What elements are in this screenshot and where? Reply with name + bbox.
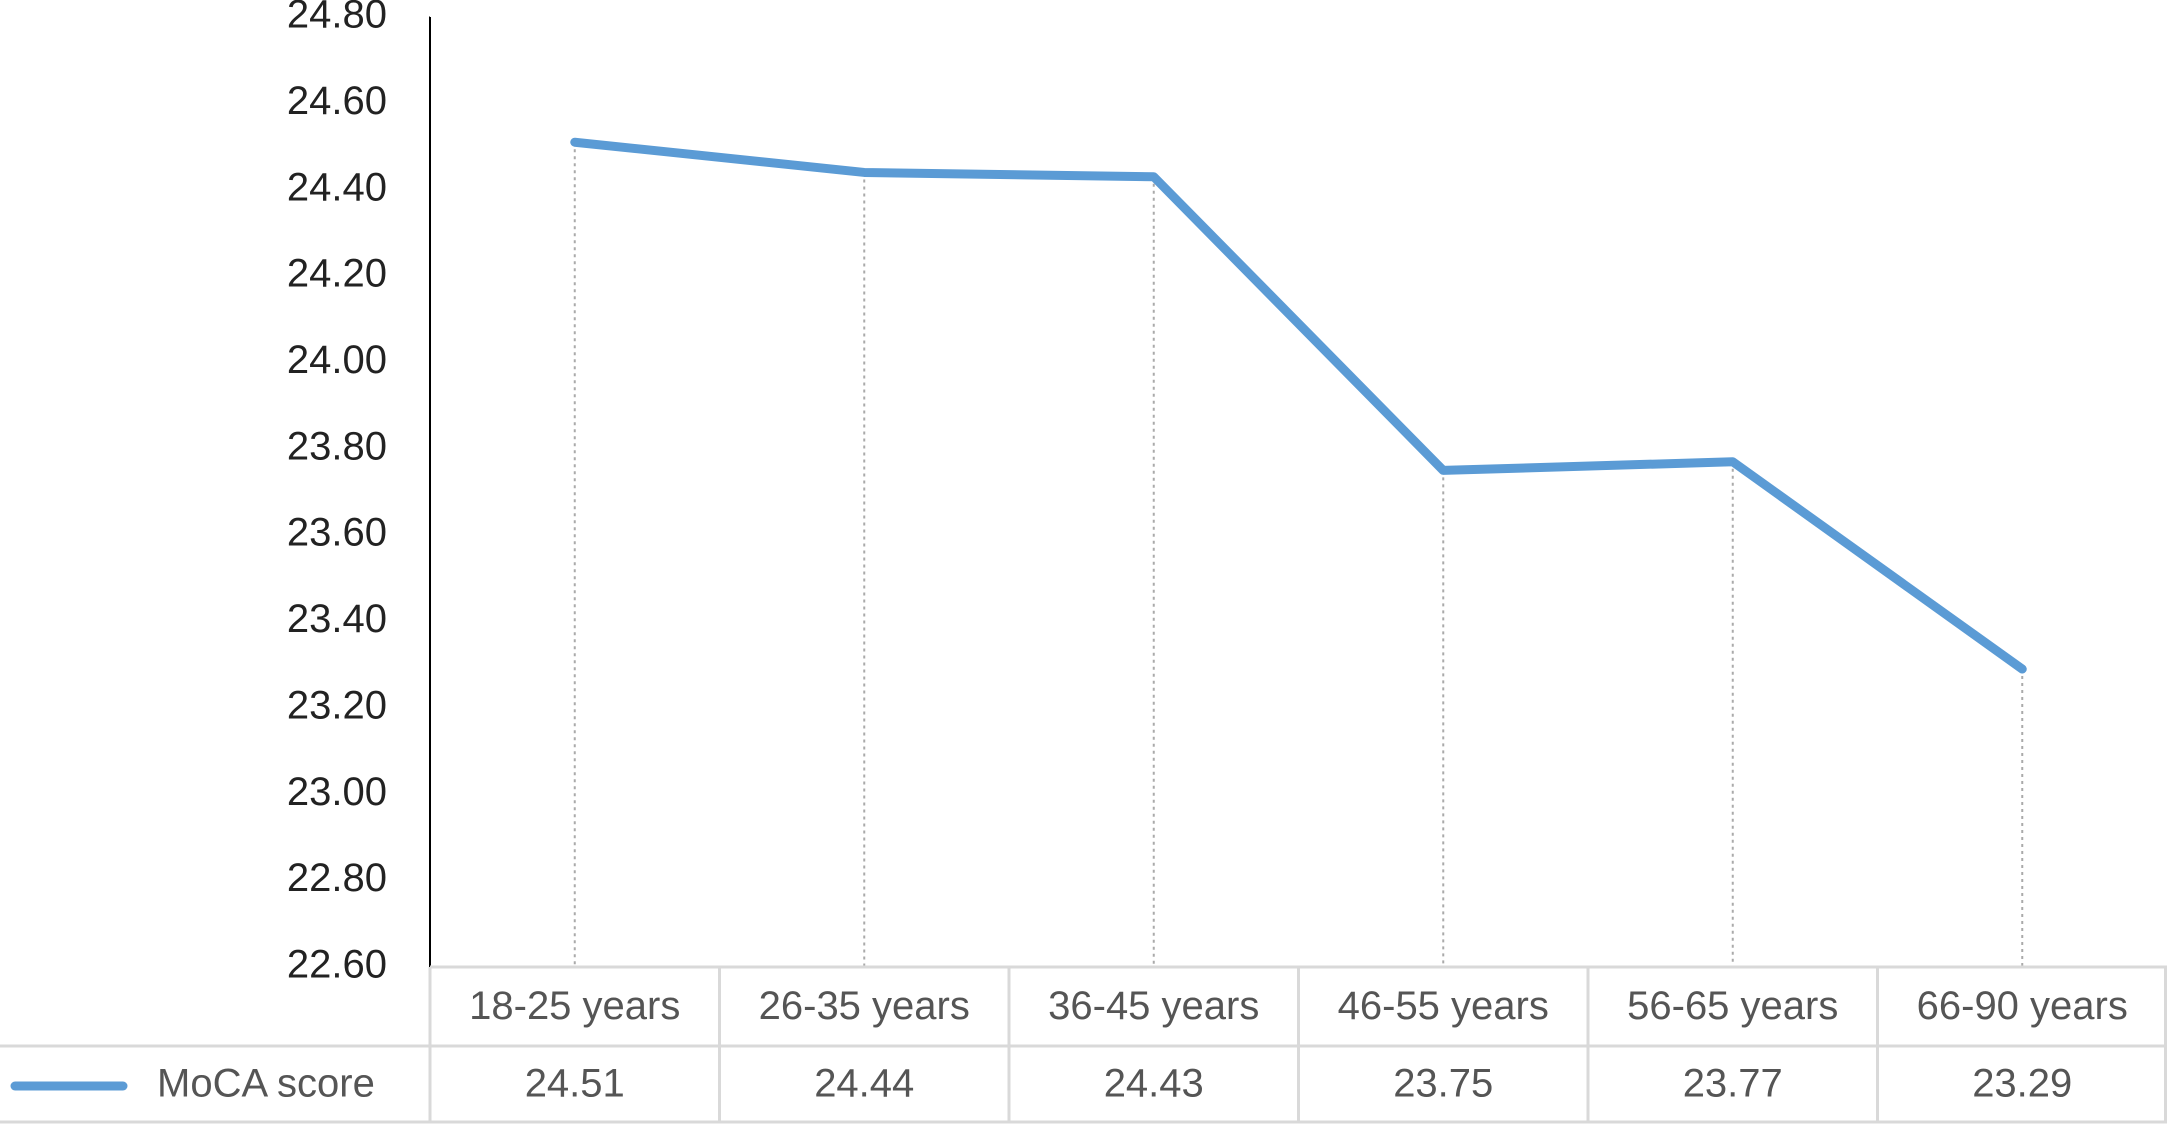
y-tick-label: 23.20 xyxy=(287,683,387,727)
x-tick-label: 26-35 years xyxy=(759,984,970,1028)
y-tick-label: 24.40 xyxy=(287,165,387,209)
table-value: 23.75 xyxy=(1393,1062,1493,1106)
legend-label: MoCA score xyxy=(157,1062,375,1106)
y-tick-label: 24.60 xyxy=(287,79,387,123)
table-value: 23.29 xyxy=(1972,1062,2072,1106)
x-tick-label: 56-65 years xyxy=(1627,984,1838,1028)
table-value: 24.43 xyxy=(1104,1062,1204,1106)
x-tick-label: 36-45 years xyxy=(1048,984,1259,1028)
y-tick-label: 22.80 xyxy=(287,856,387,900)
line xyxy=(570,137,2027,674)
y-tick-label: 24.80 xyxy=(287,0,387,37)
y-tick-label: 23.00 xyxy=(287,770,387,814)
table-value: 24.51 xyxy=(525,1062,625,1106)
y-tick-label: 24.00 xyxy=(287,338,387,382)
data-table: 18-25 years 26-35 years 36-45 years 46-55 y… xyxy=(0,965,2167,1124)
x-tick-label: 66-90 years xyxy=(1917,984,2128,1028)
table-value: 23.77 xyxy=(1683,1062,1783,1106)
y-tick-label: 23.60 xyxy=(287,511,387,555)
x-tick-label: 18-25 years xyxy=(469,984,680,1028)
y-tick-label: 23.40 xyxy=(287,597,387,641)
x-tick-label: 46-55 years xyxy=(1338,984,1549,1028)
table-value: 24.44 xyxy=(814,1062,914,1106)
y-tick-label: 23.80 xyxy=(287,424,387,468)
y-tick-label: 22.60 xyxy=(287,943,387,987)
y-tick-label: 24.20 xyxy=(287,252,387,296)
